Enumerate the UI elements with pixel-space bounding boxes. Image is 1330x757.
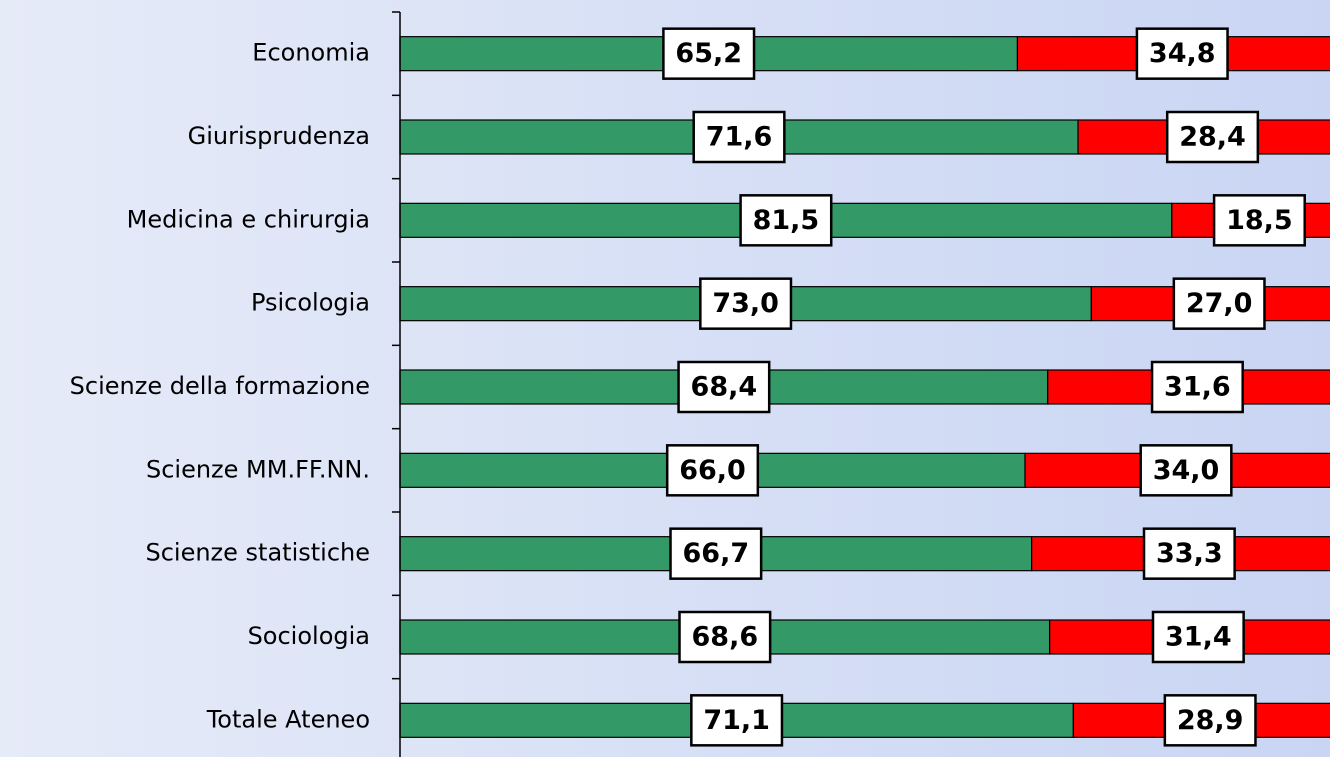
value-label-box <box>692 110 786 164</box>
value-label: 18,5 <box>1226 205 1293 236</box>
value-label: 68,6 <box>692 622 759 653</box>
value-label: 68,4 <box>691 372 758 403</box>
value-label-box <box>1163 694 1257 747</box>
value-label-box <box>1172 277 1266 330</box>
value-label: 71,6 <box>706 122 773 153</box>
value-label: 71,1 <box>703 705 770 736</box>
value-label-box <box>739 194 833 247</box>
category-label: Psicologia <box>251 289 370 317</box>
value-label-box <box>1165 110 1260 164</box>
value-label-box <box>1139 444 1233 497</box>
value-label-box <box>662 27 756 80</box>
category-label: Giurisprudenza <box>188 122 370 150</box>
value-label: 31,6 <box>1164 372 1231 403</box>
value-label-box <box>1135 27 1229 80</box>
category-label: Scienze MM.FF.NN. <box>146 455 370 483</box>
category-label: Medicina e chirurgia <box>127 205 370 233</box>
value-label: 66,0 <box>679 455 746 486</box>
value-label-box <box>1150 360 1244 414</box>
value-label-box <box>1142 527 1236 580</box>
value-label: 81,5 <box>753 205 820 236</box>
category-label: Sociologia <box>248 622 370 650</box>
value-label-box <box>1151 610 1245 664</box>
category-label: Economia <box>252 39 370 67</box>
value-label: 34,0 <box>1153 455 1220 486</box>
value-label-box <box>665 444 760 497</box>
value-label: 34,8 <box>1149 38 1216 69</box>
value-label-box <box>678 610 772 664</box>
value-label-box <box>677 360 771 414</box>
value-label-box <box>699 277 793 330</box>
value-label: 28,4 <box>1179 122 1246 153</box>
value-label: 28,9 <box>1177 705 1244 736</box>
category-label: Scienze statistiche <box>145 539 370 567</box>
value-label: 33,3 <box>1156 538 1223 569</box>
value-label: 31,4 <box>1165 622 1232 653</box>
value-label: 27,0 <box>1186 288 1253 319</box>
value-label: 65,2 <box>675 38 742 69</box>
category-label: Scienze della formazione <box>70 372 370 400</box>
value-label-box <box>669 527 763 580</box>
value-label-box <box>690 694 784 747</box>
value-label: 66,7 <box>683 538 750 569</box>
category-label: Totale Ateneo <box>206 705 370 733</box>
value-label: 73,0 <box>712 288 779 319</box>
value-label-box <box>1212 194 1306 247</box>
